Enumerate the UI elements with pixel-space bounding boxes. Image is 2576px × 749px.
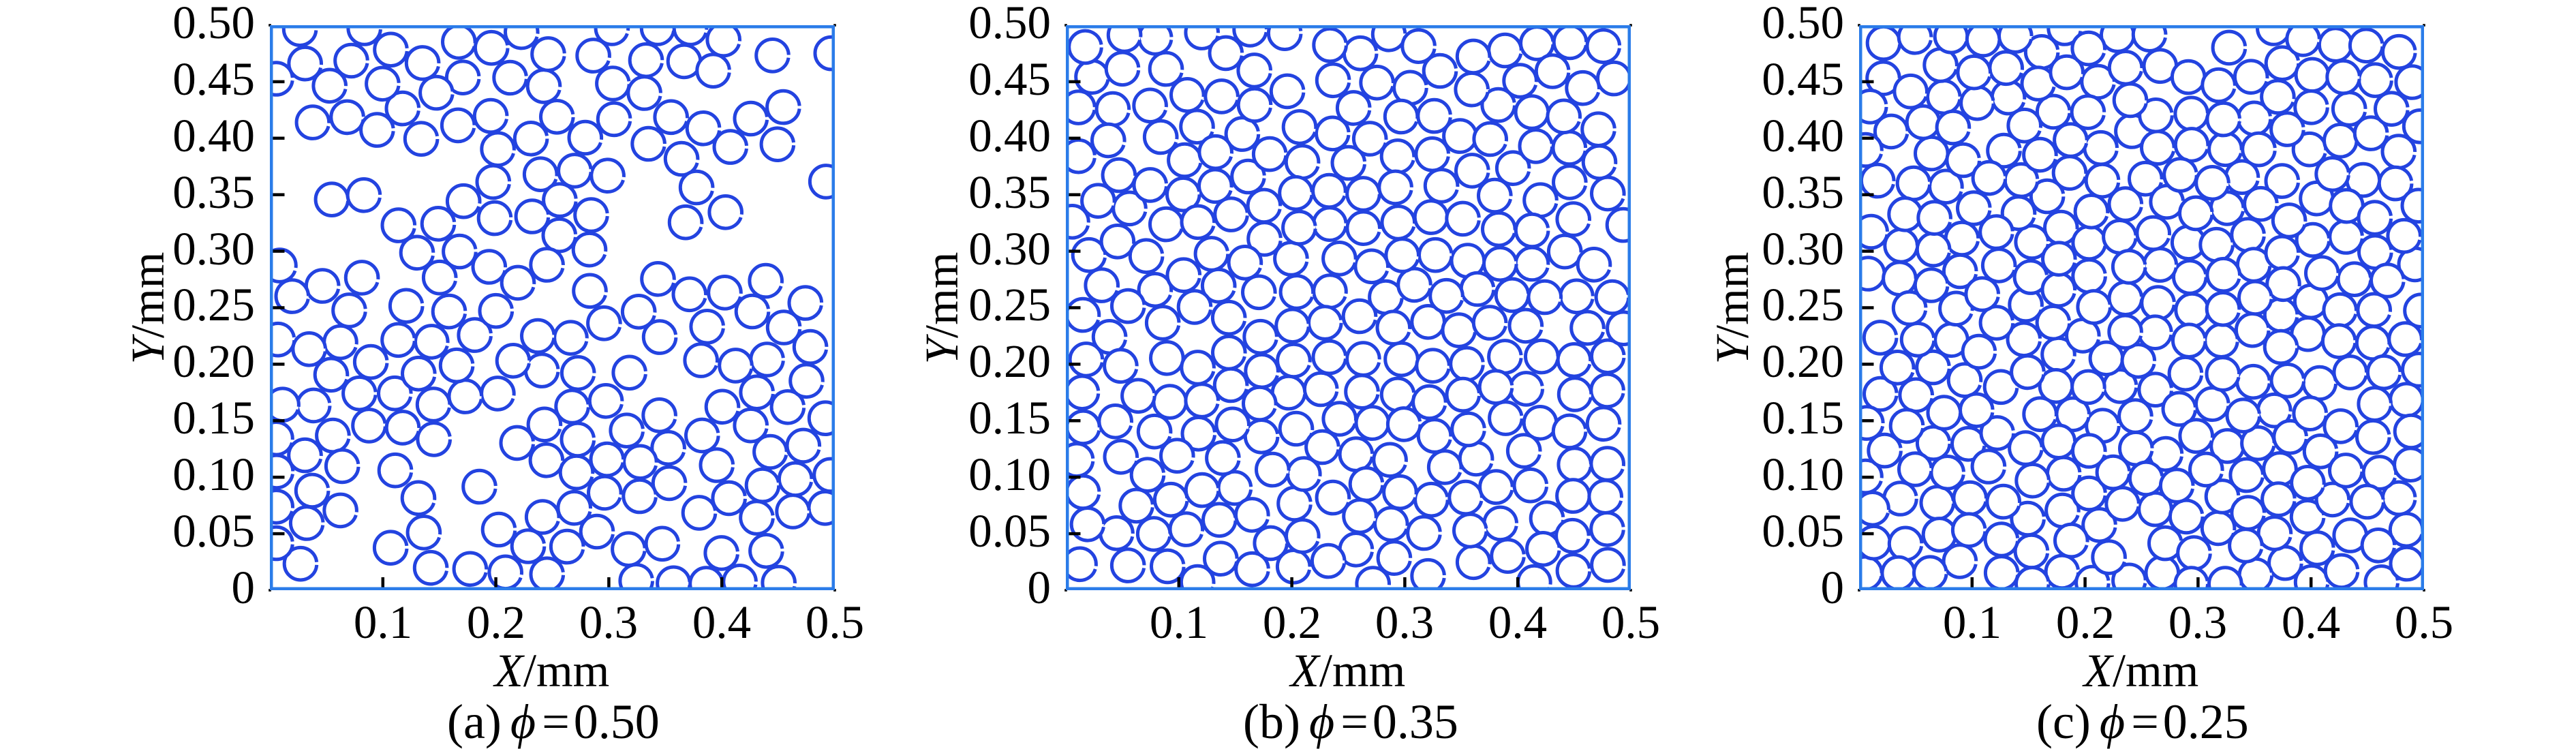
- svg-text:0.35: 0.35: [1762, 166, 1844, 218]
- svg-text:0.2: 0.2: [467, 596, 525, 648]
- svg-text:X/mm: X/mm: [493, 645, 610, 697]
- svg-text:(a)ϕ=0.50: (a) ϕ =0.50: [447, 694, 660, 749]
- svg-text:0.40: 0.40: [968, 110, 1051, 162]
- svg-text:0.20: 0.20: [172, 335, 255, 387]
- svg-text:(c)ϕ=0.25: (c) ϕ =0.25: [2036, 694, 2249, 749]
- svg-text:X/mm: X/mm: [1289, 645, 1406, 697]
- svg-text:0.1: 0.1: [1943, 596, 2002, 648]
- svg-text:0.5: 0.5: [806, 596, 864, 648]
- svg-text:X/mm: X/mm: [2082, 645, 2199, 697]
- svg-text:0.25: 0.25: [1762, 279, 1844, 331]
- svg-text:0.25: 0.25: [172, 279, 255, 331]
- svg-text:0.45: 0.45: [968, 53, 1051, 105]
- svg-text:0.3: 0.3: [2168, 596, 2227, 648]
- svg-text:0.25: 0.25: [968, 279, 1051, 331]
- svg-text:0.15: 0.15: [968, 392, 1051, 444]
- svg-text:0.35: 0.35: [172, 166, 255, 218]
- svg-text:0.15: 0.15: [172, 392, 255, 444]
- svg-text:0.50: 0.50: [1762, 0, 1844, 48]
- svg-text:0.10: 0.10: [172, 448, 255, 500]
- svg-text:0.15: 0.15: [1762, 392, 1844, 444]
- svg-text:0.20: 0.20: [968, 335, 1051, 387]
- svg-text:0.1: 0.1: [354, 596, 412, 648]
- svg-text:0.10: 0.10: [968, 448, 1051, 500]
- svg-text:0.4: 0.4: [692, 596, 751, 648]
- svg-text:0.45: 0.45: [1762, 53, 1844, 105]
- svg-text:0.1: 0.1: [1150, 596, 1208, 648]
- svg-text:0.05: 0.05: [172, 505, 255, 557]
- svg-text:0.20: 0.20: [1762, 335, 1844, 387]
- svg-text:0.50: 0.50: [968, 0, 1051, 48]
- svg-text:0: 0: [1028, 562, 1052, 613]
- svg-text:0.30: 0.30: [1762, 223, 1844, 275]
- svg-text:0: 0: [232, 562, 256, 613]
- svg-text:0.40: 0.40: [1762, 110, 1844, 162]
- svg-text:Y/mm: Y/mm: [122, 252, 174, 365]
- svg-text:0.50: 0.50: [172, 0, 255, 48]
- svg-text:0.05: 0.05: [1762, 505, 1844, 557]
- svg-text:0.4: 0.4: [1488, 596, 1547, 648]
- svg-text:0.5: 0.5: [2395, 596, 2453, 648]
- svg-text:0.40: 0.40: [172, 110, 255, 162]
- svg-text:0.2: 0.2: [1263, 596, 1321, 648]
- svg-text:0.3: 0.3: [579, 596, 638, 648]
- svg-text:0.10: 0.10: [1762, 448, 1844, 500]
- svg-text:Y/mm: Y/mm: [1706, 252, 1758, 365]
- svg-text:0: 0: [1821, 562, 1845, 613]
- svg-text:0.30: 0.30: [968, 223, 1051, 275]
- svg-text:0.30: 0.30: [172, 223, 255, 275]
- svg-text:0.05: 0.05: [968, 505, 1051, 557]
- svg-text:0.3: 0.3: [1375, 596, 1434, 648]
- svg-text:0.5: 0.5: [1601, 596, 1660, 648]
- svg-text:0.45: 0.45: [172, 53, 255, 105]
- svg-text:Y/mm: Y/mm: [916, 252, 968, 365]
- svg-text:(b)ϕ=0.35: (b) ϕ =0.35: [1243, 694, 1458, 749]
- svg-text:0.2: 0.2: [2056, 596, 2115, 648]
- svg-text:0.4: 0.4: [2282, 596, 2340, 648]
- svg-text:0.35: 0.35: [968, 166, 1051, 218]
